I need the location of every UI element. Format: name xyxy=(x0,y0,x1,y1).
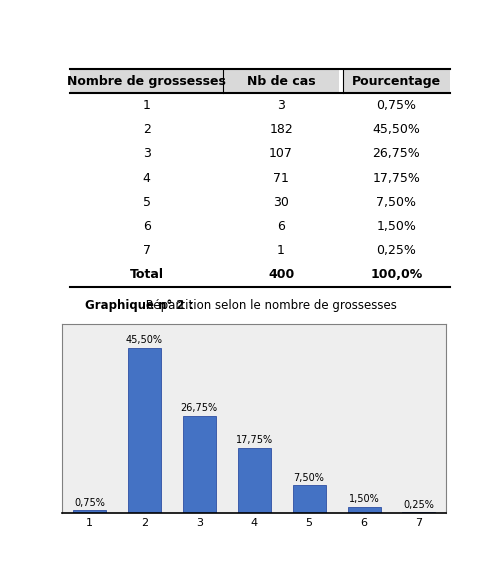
Text: 0,25%: 0,25% xyxy=(404,501,434,510)
Text: Pourcentage: Pourcentage xyxy=(352,75,441,88)
Text: 3: 3 xyxy=(143,147,150,160)
Text: 26,75%: 26,75% xyxy=(372,147,420,160)
Text: 17,75%: 17,75% xyxy=(372,172,421,184)
Text: Total: Total xyxy=(129,268,164,282)
Text: 1,50%: 1,50% xyxy=(376,220,416,233)
Text: 100,0%: 100,0% xyxy=(371,268,423,282)
Bar xyxy=(69,69,224,93)
Text: 4: 4 xyxy=(143,172,150,184)
Text: Nombre de grossesses: Nombre de grossesses xyxy=(67,75,226,88)
Bar xyxy=(293,486,325,513)
Text: 7,50%: 7,50% xyxy=(376,196,417,209)
Text: 45,50%: 45,50% xyxy=(372,123,421,136)
Text: Graphique n° 2 :: Graphique n° 2 : xyxy=(85,300,193,312)
Bar xyxy=(402,511,435,513)
Text: 6: 6 xyxy=(143,220,150,233)
Text: 7: 7 xyxy=(142,244,151,257)
Text: 3: 3 xyxy=(277,99,285,112)
Text: 71: 71 xyxy=(273,172,289,184)
Text: 2: 2 xyxy=(143,123,150,136)
Text: 1,50%: 1,50% xyxy=(349,494,379,505)
Text: Nb de cas: Nb de cas xyxy=(247,75,315,88)
Bar xyxy=(73,510,106,513)
Bar xyxy=(238,448,271,513)
Bar xyxy=(183,416,216,513)
Text: 0,75%: 0,75% xyxy=(74,498,105,509)
Text: 26,75%: 26,75% xyxy=(181,403,218,413)
Text: 7,50%: 7,50% xyxy=(294,472,324,483)
Text: 182: 182 xyxy=(269,123,293,136)
Bar xyxy=(223,69,339,93)
Text: 5: 5 xyxy=(142,196,151,209)
Text: 1: 1 xyxy=(277,244,285,257)
Text: 400: 400 xyxy=(268,268,294,282)
Bar xyxy=(343,69,450,93)
Bar xyxy=(348,507,380,513)
Text: 45,50%: 45,50% xyxy=(126,335,163,345)
Text: 30: 30 xyxy=(273,196,289,209)
Text: Répartition selon le nombre de grossesses: Répartition selon le nombre de grossesse… xyxy=(142,300,397,312)
Text: 107: 107 xyxy=(269,147,293,160)
Text: 17,75%: 17,75% xyxy=(236,435,273,445)
Text: 1: 1 xyxy=(143,99,150,112)
Text: 0,75%: 0,75% xyxy=(376,99,417,112)
Text: 6: 6 xyxy=(277,220,285,233)
Text: 0,25%: 0,25% xyxy=(376,244,416,257)
Bar xyxy=(128,348,161,513)
